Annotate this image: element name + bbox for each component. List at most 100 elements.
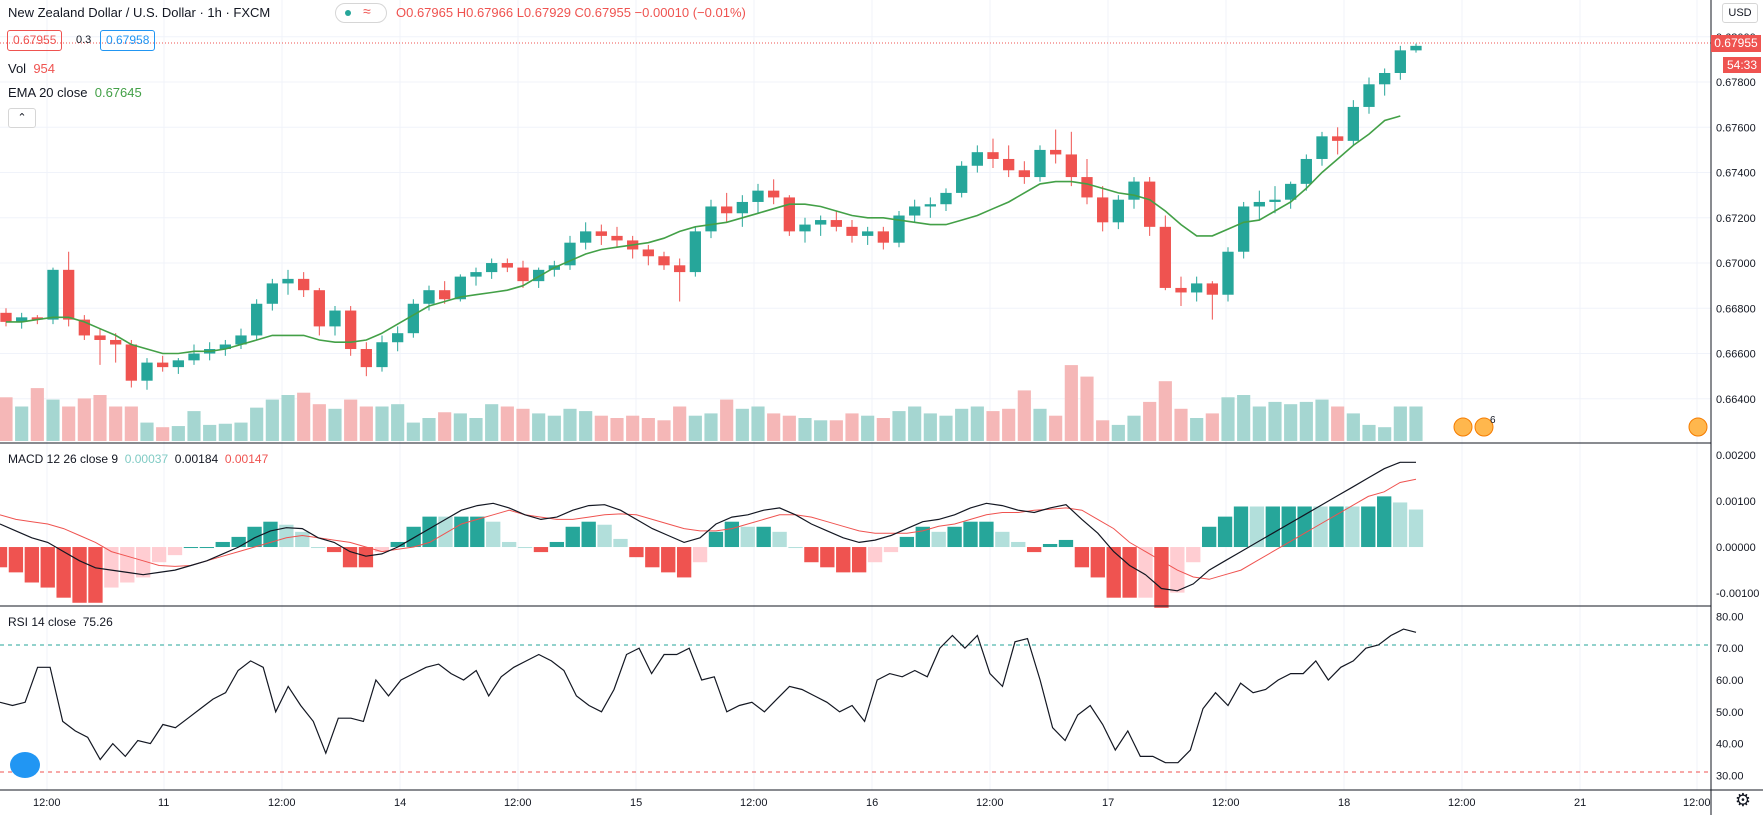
time-axis[interactable]: 12:00 11 12:00 14 12:00 15 12:00 16 12:00 17 12:00… [33,797,1711,809]
volume-bar [751,406,765,441]
candle-body [564,242,576,266]
candle-body [1206,283,1218,295]
volume-bar [218,423,232,441]
flag-icon[interactable] [1474,417,1494,437]
volume-bar [171,426,185,441]
macd-tick-label: -0.00100 [1716,588,1759,600]
macd-line-value: 0.00184 [174,452,219,466]
macd-histogram-bar [931,531,946,548]
rsi-legend[interactable]: RSI 14 close 75.26 [8,615,113,629]
volume-bar [0,397,13,441]
candle-body [799,224,811,232]
volume-bar [641,418,655,441]
volume-bar [892,411,906,441]
volume-bar [234,422,248,441]
volume-bar [312,404,326,441]
volume-bar [485,404,499,441]
flag-icon[interactable] [1688,417,1708,437]
volume-bar [1315,399,1329,441]
macd-legend[interactable]: MACD 12 26 close 9 0.00037 0.00184 0.001… [8,452,268,466]
macd-histogram-bar [151,547,167,563]
volume-bar [845,413,859,441]
macd-histogram-bar [1313,506,1328,548]
volume-bar [1127,415,1141,441]
volume-bars [0,365,1423,441]
symbol-title[interactable]: New Zealand Dollar / U.S. Dollar · 1h · … [8,5,271,20]
bid-price-box[interactable]: 0.67955 [7,30,63,51]
macd-histogram-bar [199,547,214,549]
candle-body [1285,183,1297,200]
macd-histogram-bar [883,547,899,553]
macd-histogram-bar [1138,547,1153,598]
macd-histogram-bar [1265,506,1280,548]
candle-body [1128,181,1140,200]
macd-histogram-bar [1392,502,1408,548]
candle-body [533,269,545,282]
time-axis-label: 12:00 [268,797,296,809]
market-open-icon [345,10,351,16]
candle-body [1018,170,1030,178]
volume-bar [861,415,875,441]
macd-histogram-bar [167,547,183,556]
candle-body [783,197,795,232]
macd-histogram-bar [56,547,71,598]
candle-body [16,317,28,322]
volume-bar [406,422,420,441]
time-axis-label: 12:00 [1212,797,1240,809]
candle-body [517,267,529,282]
macd-histogram-bar [263,521,278,548]
volume-bar [657,420,671,441]
volume-bar [1346,413,1360,441]
macd-histogram-bar [231,536,246,548]
candle-body [877,231,889,243]
volume-bar [375,406,389,441]
macd-histogram-bar [1122,547,1137,598]
rsi-scale[interactable]: 80.00 70.00 60.00 50.00 40.00 30.00 [1716,611,1744,782]
time-axis-label: 11 [158,797,169,809]
ask-price-box[interactable]: 0.67958 [100,30,156,51]
volume-bar [328,408,342,441]
candle-body [642,249,654,257]
volume-bar [516,408,530,441]
macd-histogram-bar [645,547,660,568]
time-axis-label: 17 [1102,797,1114,809]
market-status[interactable]: ≈ [335,3,387,23]
currency-button[interactable]: USD [1722,3,1758,23]
candle-body [94,335,106,340]
macd-scale[interactable]: 0.00200 0.00100 0.00000 -0.00100 [1716,450,1759,600]
macd-histogram-bar [1186,547,1201,563]
macd-histogram-bar [995,531,1010,548]
ema-value: 0.67645 [94,85,142,100]
flag-icon[interactable] [1453,417,1473,437]
chevron-up-icon: ⌃ [17,112,27,124]
tradingview-logo-icon[interactable] [10,752,40,778]
macd-signal-value: 0.00147 [224,452,269,466]
macd-histogram-bar [326,547,342,553]
time-axis-label: 18 [1338,797,1350,809]
candle-body [423,290,435,304]
macd-histogram-bar [708,531,724,548]
macd-histogram-bar [629,547,644,558]
event-flags[interactable]: 6 [1453,415,1708,437]
price-scale[interactable]: 0.680000.678000.676000.674000.672000.670… [1716,32,1756,406]
volume-legend[interactable]: Vol 954 [8,61,55,76]
candle-body [1394,50,1406,73]
macd-histogram-bar [517,547,533,549]
time-axis-label: 12:00 [1448,797,1476,809]
volume-bar [344,399,358,441]
price-candles [0,43,1422,390]
gear-icon[interactable]: ⚙ [1734,790,1752,810]
candle-body [1159,226,1171,288]
volume-bar [688,415,702,441]
candle-body [1363,84,1375,107]
time-axis-label: 12:00 [976,797,1004,809]
ema-legend[interactable]: EMA 20 close 0.67645 [8,85,142,100]
macd-histogram-bar [947,526,962,548]
macd-histogram-bar [374,547,390,553]
rsi-tick-label: 50.00 [1716,707,1744,719]
volume-bar [908,406,922,441]
volume-bar [124,406,138,441]
collapse-legend-button[interactable]: ⌃ [8,108,36,128]
spread-value: 0.3 [76,34,92,46]
